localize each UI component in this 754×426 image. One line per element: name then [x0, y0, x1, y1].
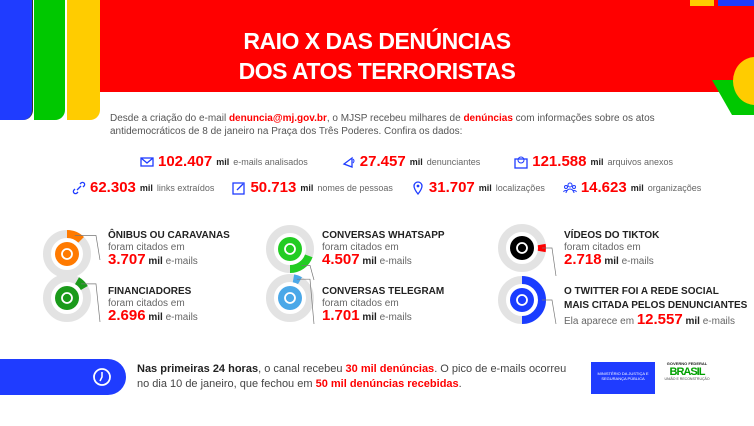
- ring-segment: [521, 276, 546, 324]
- intro-text: Desde a criação do e-mail denuncia@mj.go…: [110, 113, 655, 137]
- twitter-icon-glyph: [516, 294, 528, 306]
- deco-shapes-right: [712, 57, 754, 115]
- leader-line: [81, 283, 101, 323]
- dollar-icon-glyph: [61, 292, 73, 304]
- envelope-icon: [140, 156, 154, 167]
- stat-links: 62.303 mil links extraídos: [72, 179, 214, 196]
- stat-anexos: 121.588 mil arquivos anexos: [514, 153, 673, 170]
- location-pin-icon: [413, 180, 423, 195]
- card-telegram: CONVERSAS TELEGRAM foram citados em 1.701 …: [322, 286, 445, 324]
- ring-3: [266, 274, 315, 325]
- deco-bar-green: [34, 0, 65, 120]
- leader-line: [74, 235, 101, 261]
- ring-4: [498, 224, 557, 277]
- ring-segment: [74, 277, 88, 291]
- header-band: [68, 0, 754, 92]
- link-icon: [72, 181, 86, 194]
- bus-icon-glyph: [61, 248, 73, 260]
- tiktok-icon: [510, 236, 534, 260]
- ring-segment: [289, 254, 313, 273]
- deco-bar-yellow: [67, 0, 100, 120]
- people-icon: [562, 182, 577, 193]
- card-whatsapp: CONVERSAS WHATSAPP foram citados em 4.507 …: [322, 230, 445, 268]
- whatsapp-icon-glyph: [284, 243, 296, 255]
- leader-line: [296, 278, 315, 325]
- tiktok-icon-glyph: [516, 242, 528, 254]
- whatsapp-icon: [278, 237, 302, 261]
- bus-icon: [55, 242, 79, 266]
- page-title: RAIO X DAS DENÚNCIAS DOS ATOS TERRORISTAS: [238, 28, 516, 84]
- clock-icon: [93, 368, 111, 386]
- stat-organizacoes: 14.623 mil organizações: [562, 179, 701, 196]
- stats-row-2: 62.303 mil links extraídos 50.713 mil nomes …: [72, 179, 701, 196]
- ring-segment: [66, 230, 84, 243]
- ring-5: [498, 276, 557, 325]
- deco-yellow-top: [690, 0, 714, 6]
- ministry-logo: MINISTÉRIO DA JUSTIÇA E SEGURANÇA PÚBLIC…: [591, 362, 655, 394]
- ring-track: [266, 274, 314, 322]
- ring-0: [43, 230, 101, 278]
- telegram-icon: [278, 286, 302, 310]
- stats-row-1: 102.407 mil e-mails analisados 27.457 mil de…: [140, 153, 673, 170]
- stat-denunciantes: 27.457 mil denunciantes: [342, 153, 480, 170]
- leader-line: [542, 299, 557, 325]
- card-tiktok: VÍDEOS DO TIKTOK foram citados em 2.718 mi…: [564, 230, 660, 268]
- edit-icon: [232, 181, 246, 195]
- card-twitter: O TWITTER FOI A REDE SOCIAL MAIS CITADA P…: [564, 286, 748, 328]
- deco-blue-top: [718, 0, 754, 6]
- gov-logo: GOVERNO FEDERAL BRASIL UNIÃO E RECONSTRU…: [664, 361, 710, 382]
- megaphone-icon: [342, 156, 355, 168]
- stat-nomes: 50.713 mil nomes de pessoas: [232, 179, 393, 196]
- footer-text: Nas primeiras 24 horas, o canal recebeu …: [137, 363, 567, 390]
- twitter-icon: [510, 288, 534, 312]
- dollar-icon: [55, 286, 79, 310]
- ring-2: [266, 225, 315, 281]
- stat-emails: 102.407 mil e-mails analisados: [140, 153, 308, 170]
- card-financiadores: FINANCIADORES foram citados em 2.696 mil e…: [108, 286, 198, 324]
- telegram-icon-glyph: [284, 292, 296, 304]
- card-onibus: ÔNIBUS OU CARAVANAS foram citados em 3.707…: [108, 230, 230, 268]
- attachment-mail-icon: [514, 156, 528, 169]
- email-link[interactable]: denuncia@mj.gov.br: [228, 113, 327, 124]
- ring-track: [43, 274, 91, 322]
- leader-line: [301, 265, 315, 281]
- footer-pill: [0, 359, 126, 395]
- deco-bar-blue: [0, 0, 33, 120]
- leader-line: [542, 247, 557, 277]
- stat-localizacoes: 31.707 mil localizações: [411, 179, 545, 196]
- ring-1: [43, 274, 101, 323]
- brasil-wordmark: BRASIL: [669, 366, 706, 379]
